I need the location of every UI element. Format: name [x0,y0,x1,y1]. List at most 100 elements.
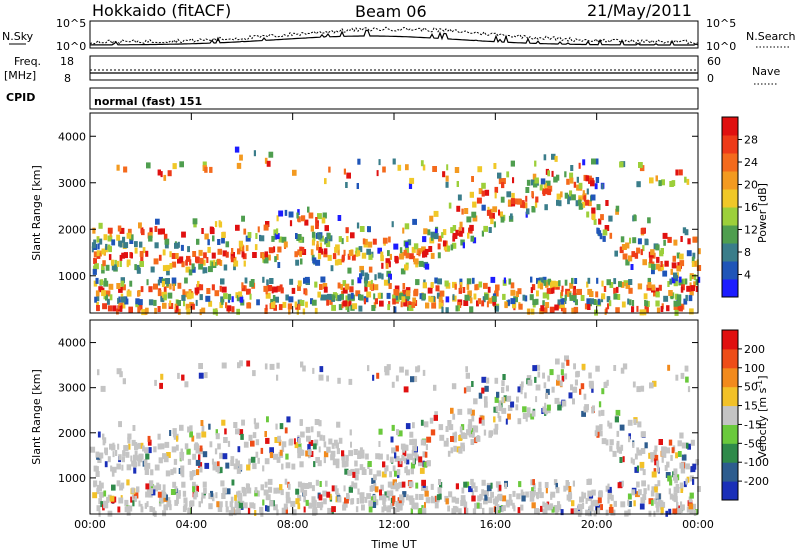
velocity-cell [236,460,240,467]
velocity-cell [351,481,354,488]
power-cell [124,298,129,305]
power-cell [277,262,281,268]
velocity-cell [653,468,657,475]
power-cell [531,284,536,291]
power-cell [310,225,314,232]
velocity-cell [636,386,641,393]
power-cell [452,235,456,242]
power-cell [481,190,485,197]
power-cell [116,164,120,171]
velocity-cell [516,396,519,403]
power-cell [546,293,550,300]
velocity-cell [138,500,141,507]
power-cell [176,300,181,306]
power-cell [273,246,276,253]
velocity-cell [300,482,305,489]
power-cell [300,258,303,265]
power-cell [648,261,653,268]
velocity-cell [248,458,251,465]
velocity-cell [555,487,560,494]
velocity-cell [329,493,332,500]
velocity-cell [280,489,284,496]
velocity-cell [608,422,613,429]
power-cell [242,245,245,252]
power-cell [241,215,245,222]
power-cell [208,266,213,273]
velocity-cell [620,501,626,508]
velocity-cell [668,508,672,515]
velocity-cell [215,429,218,436]
power-cell [243,260,246,267]
power-cell [246,288,251,295]
power-cell [566,290,572,297]
power-cell [395,294,399,301]
power-cell [263,224,269,231]
power-cell [543,182,547,189]
velocity-cell [562,400,567,407]
velocity-cell [132,425,136,431]
power-cell [289,220,293,227]
power-cell [503,277,506,284]
power-cell [452,294,455,301]
velocity-cell [550,491,556,498]
power-cell [231,296,234,303]
velocity-cell [323,451,329,458]
y-tick-label: 3000 [58,177,86,190]
velocity-cell [98,480,102,487]
velocity-cell [470,428,474,435]
power-cell [120,280,125,287]
power-cell [176,305,179,312]
power-cell [203,252,207,259]
velocity-cell [405,458,410,465]
velocity-cell [430,429,436,436]
velocity-cell [439,434,445,441]
velocity-cell [403,457,407,464]
power-cell [420,160,424,167]
velocity-cell [99,452,104,459]
velocity-cell [423,421,429,428]
velocity-cell [505,499,511,506]
power-cell [207,239,210,246]
power-cell [608,215,613,222]
velocity-cell [360,449,365,456]
power-cell [492,212,495,219]
power-cell [264,157,268,164]
velocity-cell [599,424,603,431]
velocity-cell [144,464,148,471]
colorbar-tick-label: 12 [744,224,758,237]
power-cell [430,252,435,259]
power-cell [136,267,141,274]
velocity-cell [341,450,345,457]
velocity-cell [364,496,368,503]
velocity-cell [357,488,360,495]
noise-tick-bottom-right: 10^0 [706,40,736,53]
velocity-cell [387,481,393,488]
power-cell [356,222,360,229]
velocity-cell [326,446,331,453]
power-cell [227,293,232,300]
power-cell [315,217,318,223]
velocity-cell [409,431,414,438]
velocity-cell [555,483,558,489]
velocity-cell [573,386,577,393]
power-cell [108,246,112,253]
velocity-cell [482,490,487,497]
velocity-cell [656,506,660,513]
power-cell [399,292,404,299]
velocity-cell [410,462,416,469]
velocity-cell [189,431,193,438]
power-cell [534,160,537,167]
power-cell [409,177,415,184]
velocity-cell [506,395,512,402]
velocity-cell [187,507,191,514]
power-cell [314,307,318,314]
velocity-cell [299,461,304,468]
power-cell [567,198,570,205]
velocity-cell [529,495,534,502]
freq-unit: [MHz] [4,69,36,82]
velocity-cell [247,507,251,514]
power-cell [345,304,348,311]
velocity-cell [187,426,190,433]
velocity-cell [269,363,275,370]
power-cell [556,193,559,200]
